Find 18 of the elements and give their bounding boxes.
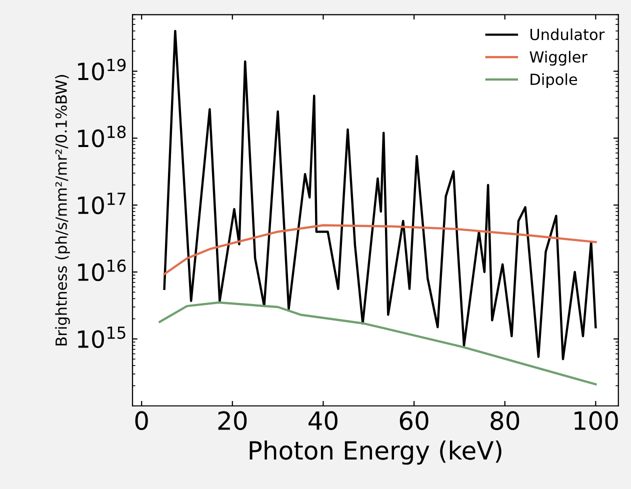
x-axis-title: Photon Energy (keV) [250, 440, 502, 465]
y-axis-title: Brightness (ph/s/mm²/mr²/0.1%BW) [55, 75, 70, 346]
x-tick-label: 40 [308, 411, 338, 430]
line-series [163, 224, 597, 276]
y-tick-label: 10$^{19}$ [78, 58, 126, 80]
x-tick-label: 80 [490, 411, 520, 430]
x-tick-label: 100 [574, 411, 618, 430]
x-tick-label: 0 [135, 411, 148, 430]
x-tick-label: 60 [400, 411, 428, 430]
y-tick-label: 10$^{15}$ [78, 326, 126, 348]
y-tick-label: 10$^{16}$ [78, 260, 126, 282]
legend-label: Wiggler [530, 50, 588, 66]
line-series [158, 301, 597, 386]
legend-label: Undulator [530, 28, 605, 40]
x-tick-label: 20 [218, 411, 247, 430]
y-tick-label: 10$^{17}$ [78, 192, 126, 214]
legend-label: Dipole [530, 73, 578, 88]
y-tick-label: 10$^{18}$ [78, 126, 126, 148]
